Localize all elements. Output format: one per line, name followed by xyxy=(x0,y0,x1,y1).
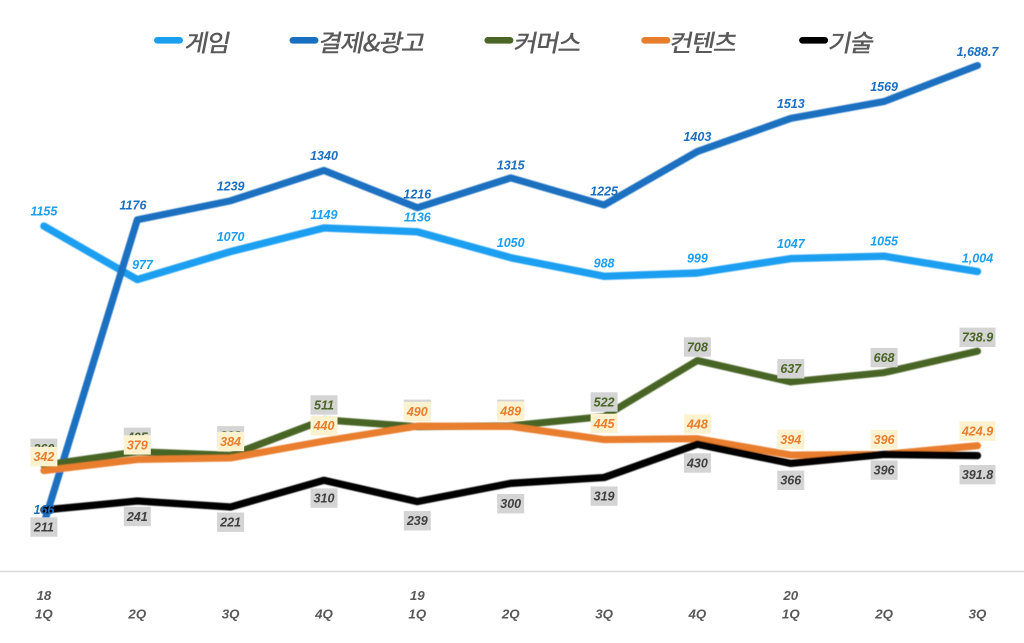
svg-text:430: 430 xyxy=(686,456,708,470)
svg-text:221: 221 xyxy=(219,516,241,530)
svg-text:637: 637 xyxy=(780,362,802,376)
svg-text:1Q: 1Q xyxy=(408,607,426,622)
svg-text:1Q: 1Q xyxy=(35,607,53,622)
svg-text:738.9: 738.9 xyxy=(962,331,993,345)
svg-text:310: 310 xyxy=(314,492,335,506)
svg-text:511: 511 xyxy=(314,398,334,412)
svg-text:396: 396 xyxy=(874,433,896,447)
svg-text:1070: 1070 xyxy=(217,230,245,244)
svg-text:1403: 1403 xyxy=(683,130,711,144)
svg-text:988: 988 xyxy=(594,257,615,271)
svg-text:1225: 1225 xyxy=(590,185,619,199)
svg-text:1050: 1050 xyxy=(497,236,525,250)
svg-text:18: 18 xyxy=(37,588,52,603)
svg-text:1136: 1136 xyxy=(404,210,432,224)
svg-text:241: 241 xyxy=(126,510,148,524)
svg-text:384: 384 xyxy=(220,435,241,449)
svg-text:20: 20 xyxy=(782,588,798,603)
svg-text:394: 394 xyxy=(780,433,801,447)
svg-text:668: 668 xyxy=(874,351,895,365)
svg-text:1216: 1216 xyxy=(403,187,432,201)
svg-text:4Q: 4Q xyxy=(688,607,707,622)
svg-text:1340: 1340 xyxy=(310,149,338,163)
svg-text:1149: 1149 xyxy=(311,208,338,222)
svg-text:2Q: 2Q xyxy=(501,607,520,622)
svg-text:424.9: 424.9 xyxy=(961,425,993,439)
svg-text:3Q: 3Q xyxy=(969,607,987,622)
svg-text:1055: 1055 xyxy=(870,235,899,249)
svg-text:4Q: 4Q xyxy=(314,607,333,622)
svg-text:1Q: 1Q xyxy=(782,607,800,622)
svg-text:166: 166 xyxy=(33,503,55,517)
svg-text:3Q: 3Q xyxy=(595,607,613,622)
svg-text:1,004: 1,004 xyxy=(962,252,993,266)
svg-text:239: 239 xyxy=(406,514,428,528)
svg-text:211: 211 xyxy=(33,520,54,534)
svg-text:342: 342 xyxy=(33,450,54,464)
svg-text:366: 366 xyxy=(780,474,802,488)
svg-text:379: 379 xyxy=(127,438,148,452)
svg-text:977: 977 xyxy=(132,258,154,272)
svg-text:391.8: 391.8 xyxy=(962,468,993,482)
svg-text:1513: 1513 xyxy=(777,97,805,111)
svg-text:319: 319 xyxy=(594,490,615,504)
svg-text:1047: 1047 xyxy=(777,237,806,251)
svg-text:1176: 1176 xyxy=(120,198,148,212)
svg-text:999: 999 xyxy=(687,252,708,266)
svg-text:489: 489 xyxy=(499,405,521,419)
svg-text:2Q: 2Q xyxy=(127,607,146,622)
svg-text:1239: 1239 xyxy=(217,179,245,193)
svg-text:522: 522 xyxy=(594,395,615,409)
svg-text:490: 490 xyxy=(406,405,428,419)
svg-text:396: 396 xyxy=(874,464,896,478)
svg-text:1569: 1569 xyxy=(870,80,898,94)
svg-text:448: 448 xyxy=(686,417,708,431)
svg-text:1,688.7: 1,688.7 xyxy=(957,45,1000,59)
svg-text:440: 440 xyxy=(313,419,335,433)
svg-text:3Q: 3Q xyxy=(222,607,240,622)
svg-text:1315: 1315 xyxy=(497,158,526,172)
svg-text:445: 445 xyxy=(593,417,616,431)
svg-text:19: 19 xyxy=(410,588,425,603)
svg-text:300: 300 xyxy=(500,497,521,511)
svg-text:2Q: 2Q xyxy=(874,607,893,622)
svg-text:1155: 1155 xyxy=(30,205,58,219)
svg-text:708: 708 xyxy=(687,340,708,354)
